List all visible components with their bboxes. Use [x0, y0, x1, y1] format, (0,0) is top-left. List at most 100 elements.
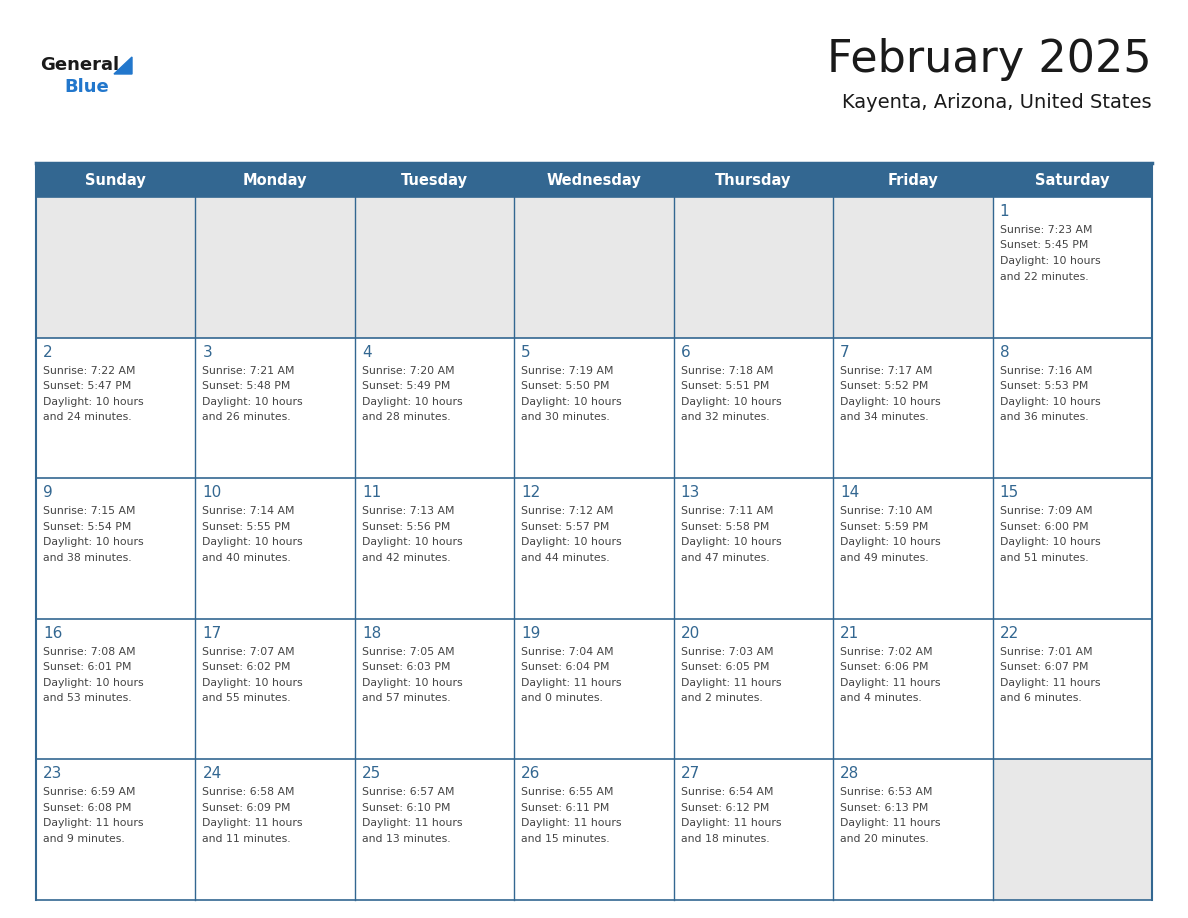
Bar	[196, 759, 355, 900]
Text: 13: 13	[681, 486, 700, 500]
Bar	[674, 478, 833, 619]
Text: Sunset: 6:00 PM: Sunset: 6:00 PM	[999, 521, 1088, 532]
Bar	[36, 197, 1152, 338]
Text: Daylight: 10 hours: Daylight: 10 hours	[522, 537, 621, 547]
Text: 10: 10	[202, 486, 222, 500]
Text: and 9 minutes.: and 9 minutes.	[43, 834, 125, 844]
Bar	[36, 619, 1152, 759]
Text: Sunrise: 6:53 AM: Sunrise: 6:53 AM	[840, 788, 933, 798]
Bar	[196, 619, 355, 759]
Bar	[833, 478, 992, 619]
Bar	[674, 759, 833, 900]
Text: Daylight: 10 hours: Daylight: 10 hours	[202, 397, 303, 407]
Text: and 24 minutes.: and 24 minutes.	[43, 412, 132, 422]
Text: Tuesday: Tuesday	[402, 173, 468, 187]
Bar	[196, 478, 355, 619]
Text: 16: 16	[43, 626, 63, 641]
Text: Sunrise: 7:14 AM: Sunrise: 7:14 AM	[202, 506, 295, 516]
Text: Sunrise: 7:22 AM: Sunrise: 7:22 AM	[43, 365, 135, 375]
Text: and 30 minutes.: and 30 minutes.	[522, 412, 609, 422]
Bar	[833, 619, 992, 759]
Bar	[992, 619, 1152, 759]
Text: Daylight: 11 hours: Daylight: 11 hours	[681, 819, 782, 828]
Text: and 51 minutes.: and 51 minutes.	[999, 553, 1088, 563]
Text: Sunrise: 6:54 AM: Sunrise: 6:54 AM	[681, 788, 773, 798]
Text: Daylight: 11 hours: Daylight: 11 hours	[43, 819, 144, 828]
Text: and 57 minutes.: and 57 minutes.	[362, 693, 450, 703]
Text: Daylight: 11 hours: Daylight: 11 hours	[522, 819, 621, 828]
Text: Sunrise: 7:11 AM: Sunrise: 7:11 AM	[681, 506, 773, 516]
Text: Sunset: 6:09 PM: Sunset: 6:09 PM	[202, 803, 291, 813]
Text: Daylight: 10 hours: Daylight: 10 hours	[840, 397, 941, 407]
Text: General: General	[40, 56, 119, 74]
Text: and 53 minutes.: and 53 minutes.	[43, 693, 132, 703]
Bar	[674, 619, 833, 759]
Text: 2: 2	[43, 344, 52, 360]
Text: Sunset: 5:51 PM: Sunset: 5:51 PM	[681, 381, 769, 391]
Text: Daylight: 10 hours: Daylight: 10 hours	[999, 397, 1100, 407]
Text: Blue: Blue	[64, 78, 109, 96]
Text: and 44 minutes.: and 44 minutes.	[522, 553, 609, 563]
Text: Daylight: 10 hours: Daylight: 10 hours	[681, 537, 782, 547]
Text: Sunset: 5:49 PM: Sunset: 5:49 PM	[362, 381, 450, 391]
Text: and 2 minutes.: and 2 minutes.	[681, 693, 763, 703]
Text: and 42 minutes.: and 42 minutes.	[362, 553, 450, 563]
Text: Sunset: 5:52 PM: Sunset: 5:52 PM	[840, 381, 929, 391]
Bar	[36, 478, 196, 619]
Bar	[36, 759, 1152, 900]
Text: 15: 15	[999, 486, 1019, 500]
Text: Sunrise: 7:09 AM: Sunrise: 7:09 AM	[999, 506, 1092, 516]
Bar	[36, 338, 196, 478]
Text: Sunrise: 7:05 AM: Sunrise: 7:05 AM	[362, 647, 455, 656]
Bar	[674, 338, 833, 478]
Text: Sunset: 6:13 PM: Sunset: 6:13 PM	[840, 803, 929, 813]
Text: Sunrise: 7:23 AM: Sunrise: 7:23 AM	[999, 225, 1092, 235]
Text: Sunrise: 7:04 AM: Sunrise: 7:04 AM	[522, 647, 614, 656]
Text: 9: 9	[43, 486, 52, 500]
Text: Sunset: 6:11 PM: Sunset: 6:11 PM	[522, 803, 609, 813]
Bar	[992, 478, 1152, 619]
Text: Friday: Friday	[887, 173, 939, 187]
Bar	[355, 759, 514, 900]
Text: Sunrise: 7:08 AM: Sunrise: 7:08 AM	[43, 647, 135, 656]
Text: Daylight: 11 hours: Daylight: 11 hours	[999, 677, 1100, 688]
Text: and 6 minutes.: and 6 minutes.	[999, 693, 1081, 703]
Text: Sunset: 5:55 PM: Sunset: 5:55 PM	[202, 521, 291, 532]
Text: Daylight: 10 hours: Daylight: 10 hours	[202, 677, 303, 688]
Text: Thursday: Thursday	[715, 173, 791, 187]
Bar	[514, 478, 674, 619]
Text: Daylight: 11 hours: Daylight: 11 hours	[681, 677, 782, 688]
Text: 6: 6	[681, 344, 690, 360]
Text: Sunrise: 7:19 AM: Sunrise: 7:19 AM	[522, 365, 614, 375]
Text: Daylight: 10 hours: Daylight: 10 hours	[362, 537, 462, 547]
Text: Sunset: 5:57 PM: Sunset: 5:57 PM	[522, 521, 609, 532]
Text: Kayenta, Arizona, United States: Kayenta, Arizona, United States	[842, 93, 1152, 112]
Text: and 20 minutes.: and 20 minutes.	[840, 834, 929, 844]
Text: Daylight: 11 hours: Daylight: 11 hours	[840, 677, 941, 688]
Bar	[36, 619, 196, 759]
Text: and 0 minutes.: and 0 minutes.	[522, 693, 604, 703]
Text: 4: 4	[362, 344, 372, 360]
Text: Sunset: 5:48 PM: Sunset: 5:48 PM	[202, 381, 291, 391]
Text: Sunrise: 6:55 AM: Sunrise: 6:55 AM	[522, 788, 614, 798]
Text: 14: 14	[840, 486, 859, 500]
Text: 5: 5	[522, 344, 531, 360]
Bar	[833, 759, 992, 900]
Text: Daylight: 10 hours: Daylight: 10 hours	[681, 397, 782, 407]
Bar	[514, 338, 674, 478]
Text: and 26 minutes.: and 26 minutes.	[202, 412, 291, 422]
Text: 12: 12	[522, 486, 541, 500]
Text: Sunrise: 7:18 AM: Sunrise: 7:18 AM	[681, 365, 773, 375]
Text: Sunrise: 7:15 AM: Sunrise: 7:15 AM	[43, 506, 135, 516]
Text: Sunrise: 7:01 AM: Sunrise: 7:01 AM	[999, 647, 1092, 656]
Text: Daylight: 10 hours: Daylight: 10 hours	[362, 677, 462, 688]
Bar	[992, 197, 1152, 338]
Text: Daylight: 10 hours: Daylight: 10 hours	[522, 397, 621, 407]
Text: Daylight: 11 hours: Daylight: 11 hours	[202, 819, 303, 828]
Text: Wednesday: Wednesday	[546, 173, 642, 187]
Text: Sunrise: 7:07 AM: Sunrise: 7:07 AM	[202, 647, 295, 656]
Text: Daylight: 10 hours: Daylight: 10 hours	[43, 537, 144, 547]
Text: Sunday: Sunday	[86, 173, 146, 187]
Text: Daylight: 10 hours: Daylight: 10 hours	[43, 397, 144, 407]
Text: Sunrise: 7:17 AM: Sunrise: 7:17 AM	[840, 365, 933, 375]
